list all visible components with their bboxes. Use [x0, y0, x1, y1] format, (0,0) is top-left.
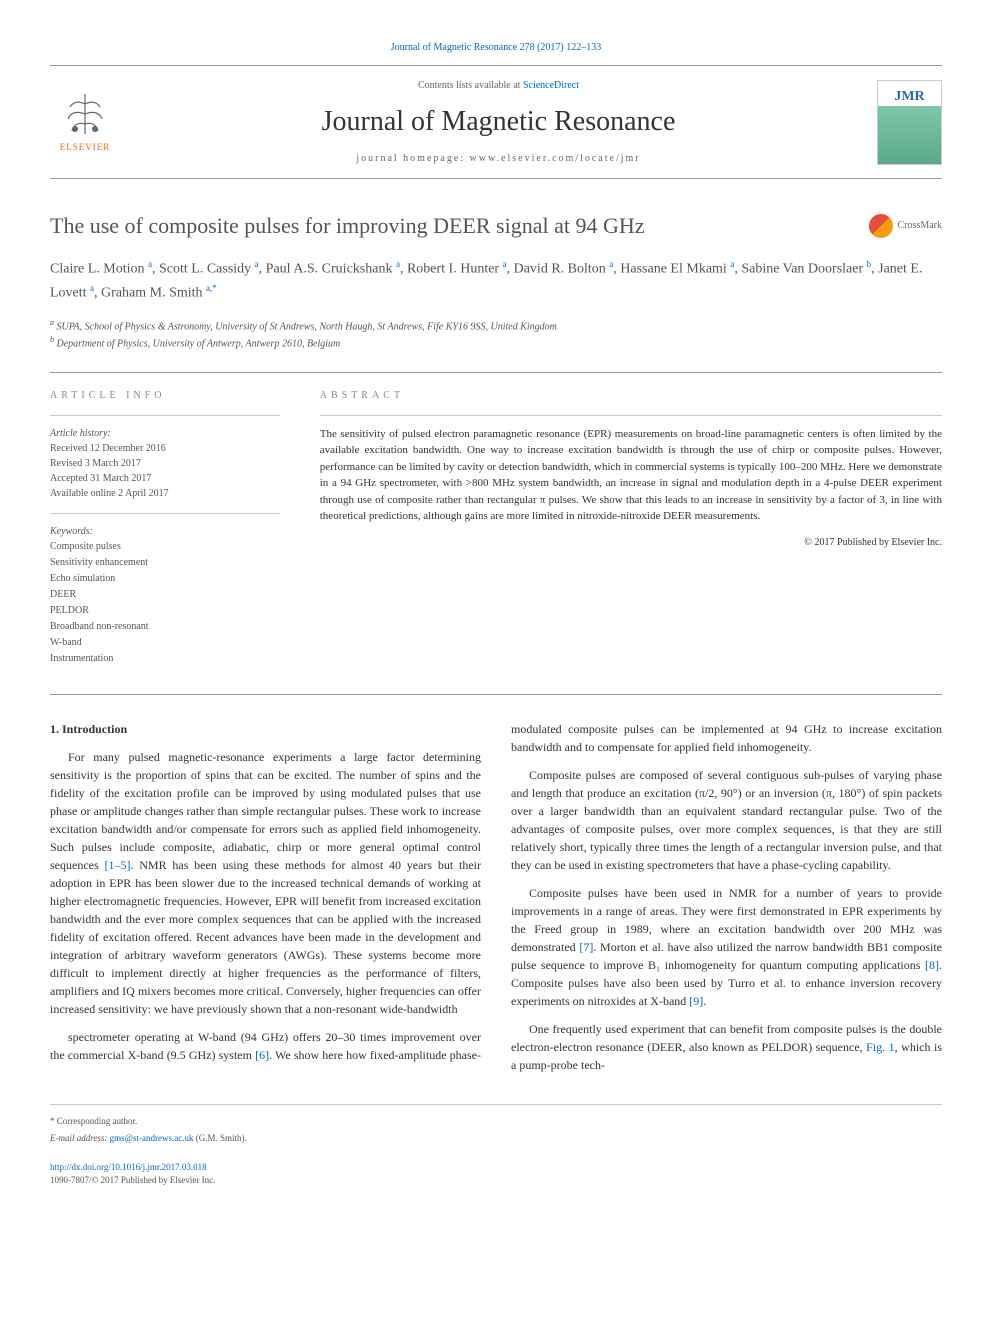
masthead: ELSEVIER Contents lists available at Sci… — [50, 65, 942, 179]
email-name: (G.M. Smith). — [193, 1133, 246, 1143]
history-online: Available online 2 April 2017 — [50, 486, 280, 501]
fig-1-link[interactable]: Fig. 1 — [866, 1040, 895, 1054]
keyword-item: DEER — [50, 587, 280, 603]
jmr-cover-label: JMR — [894, 86, 924, 107]
ref-7[interactable]: [7] — [579, 940, 593, 954]
footer: * Corresponding author. E-mail address: … — [50, 1104, 942, 1188]
masthead-center: Contents lists available at ScienceDirec… — [120, 78, 877, 166]
crossmark-badge[interactable]: CrossMark — [869, 214, 942, 238]
para-5: One frequently used experiment that can … — [511, 1020, 942, 1074]
doi-section: http://dx.doi.org/10.1016/j.jmr.2017.03.… — [50, 1161, 942, 1188]
history-label: Article history: — [50, 426, 280, 441]
ref-8[interactable]: [8] — [925, 958, 939, 972]
doi-link[interactable]: http://dx.doi.org/10.1016/j.jmr.2017.03.… — [50, 1162, 207, 1172]
keyword-item: W-band — [50, 635, 280, 651]
ref-6[interactable]: [6] — [255, 1048, 269, 1062]
article-title-row: The use of composite pulses for improvin… — [50, 209, 942, 242]
contents-line: Contents lists available at ScienceDirec… — [120, 78, 877, 93]
contents-pre: Contents lists available at — [418, 80, 523, 91]
homepage-line: journal homepage: www.elsevier.com/locat… — [120, 151, 877, 166]
keyword-item: Sensitivity enhancement — [50, 555, 280, 571]
article-history: Article history: Received 12 December 20… — [50, 426, 280, 501]
elsevier-logo: ELSEVIER — [50, 82, 120, 162]
para-1: For many pulsed magnetic-resonance exper… — [50, 748, 481, 1018]
ref-9[interactable]: [9] — [689, 994, 703, 1008]
abstract-copyright: © 2017 Published by Elsevier Inc. — [320, 535, 942, 550]
email-line: E-mail address: gms@st-andrews.ac.uk (G.… — [50, 1132, 942, 1146]
elsevier-wordmark: ELSEVIER — [60, 141, 111, 155]
citation-link[interactable]: Journal of Magnetic Resonance 278 (2017)… — [391, 42, 602, 53]
abstract-header: ABSTRACT — [320, 388, 942, 403]
abstract-column: ABSTRACT The sensitivity of pulsed elect… — [300, 388, 942, 679]
keyword-item: Echo simulation — [50, 571, 280, 587]
issn-line: 1090-7807/© 2017 Published by Elsevier I… — [50, 1174, 942, 1188]
email-label: E-mail address: — [50, 1133, 110, 1143]
email-link[interactable]: gms@st-andrews.ac.uk — [110, 1133, 194, 1143]
journal-cover-thumb: JMR — [877, 80, 942, 165]
sciencedirect-link[interactable]: ScienceDirect — [523, 80, 579, 91]
para-3: Composite pulses are composed of several… — [511, 766, 942, 874]
elsevier-tree-icon — [60, 89, 110, 139]
crossmark-label: CrossMark — [898, 218, 942, 233]
body-content: 1. Introduction For many pulsed magnetic… — [50, 720, 942, 1074]
crossmark-icon — [869, 214, 893, 238]
keywords-list: Composite pulsesSensitivity enhancementE… — [50, 539, 280, 667]
affiliations: a a SUPA, School of Physics & Astronomy,… — [50, 317, 942, 352]
keywords-section: Keywords: Composite pulsesSensitivity en… — [50, 524, 280, 667]
history-accepted: Accepted 31 March 2017 — [50, 471, 280, 486]
keyword-item: Composite pulses — [50, 539, 280, 555]
keyword-item: PELDOR — [50, 603, 280, 619]
journal-name: Journal of Magnetic Resonance — [120, 101, 877, 143]
corresponding-author: * Corresponding author. — [50, 1115, 942, 1129]
keyword-item: Broadband non-resonant — [50, 619, 280, 635]
article-info-column: ARTICLE INFO Article history: Received 1… — [50, 388, 300, 679]
abstract-text: The sensitivity of pulsed electron param… — [320, 426, 942, 525]
keywords-label: Keywords: — [50, 524, 280, 539]
ref-1-5[interactable]: [1–5] — [104, 858, 130, 872]
history-received: Received 12 December 2016 — [50, 441, 280, 456]
affiliation-a: a a SUPA, School of Physics & Astronomy,… — [50, 317, 942, 334]
running-header: Journal of Magnetic Resonance 278 (2017)… — [50, 40, 942, 55]
history-revised: Revised 3 March 2017 — [50, 456, 280, 471]
keyword-item: Instrumentation — [50, 651, 280, 667]
affiliation-b: b b Department of Physics, University of… — [50, 334, 942, 351]
para-4: Composite pulses have been used in NMR f… — [511, 884, 942, 1010]
article-info-header: ARTICLE INFO — [50, 388, 280, 403]
article-title: The use of composite pulses for improvin… — [50, 209, 645, 242]
authors: Claire L. Motion a, Scott L. Cassidy a, … — [50, 257, 942, 305]
section-1-heading: 1. Introduction — [50, 720, 481, 738]
info-abstract-box: ARTICLE INFO Article history: Received 1… — [50, 372, 942, 695]
